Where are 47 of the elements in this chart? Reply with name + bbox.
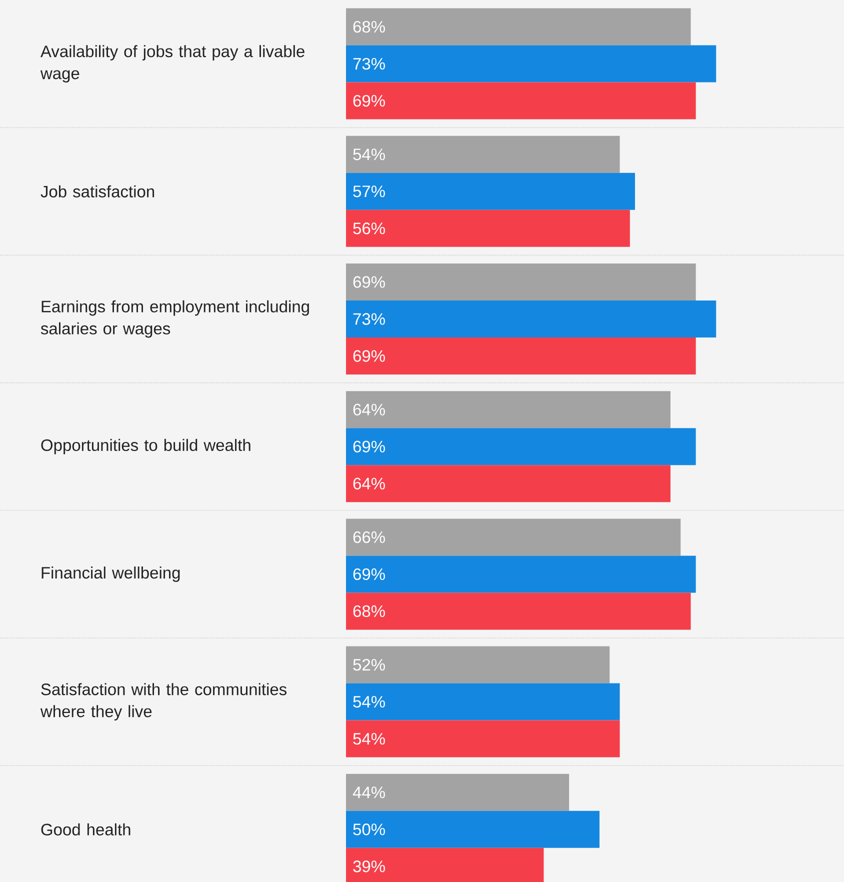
data-label: 54% <box>353 733 385 745</box>
data-label: 50% <box>353 824 385 836</box>
bar <box>346 556 696 593</box>
y-tick-label: Availability of jobs that pay a livable wage <box>40 45 304 82</box>
y-tick-label: Earnings from employment including salaries or wages <box>40 300 309 338</box>
bar <box>346 82 696 120</box>
data-label: 54% <box>353 148 385 160</box>
bar <box>346 136 620 173</box>
data-label: 44% <box>352 786 385 798</box>
data-label: 69% <box>353 350 385 362</box>
bar <box>346 774 570 811</box>
data-label: 66% <box>353 531 385 544</box>
data-label: 64% <box>353 404 385 416</box>
data-label: 69% <box>353 568 385 580</box>
bar <box>346 592 691 630</box>
data-label: 68% <box>353 20 385 33</box>
bar <box>346 300 716 338</box>
bar <box>346 391 670 428</box>
data-label: 69% <box>353 94 385 107</box>
bar <box>346 264 696 300</box>
data-label: 39% <box>353 860 385 872</box>
bar <box>346 172 635 210</box>
bar <box>346 683 620 720</box>
data-label: 57% <box>353 186 385 198</box>
data-label: 69% <box>353 440 385 452</box>
bar <box>346 428 696 466</box>
y-tick-label: Job satisfaction <box>40 185 154 198</box>
data-label: 68% <box>353 605 385 618</box>
data-label: 52% <box>353 658 385 671</box>
bar <box>346 210 630 247</box>
y-tick-label: Financial wellbeing <box>42 566 180 582</box>
bar <box>346 518 681 556</box>
data-label: 54% <box>353 696 385 708</box>
data-label: 73% <box>353 58 385 70</box>
data-label: 56% <box>353 222 385 234</box>
bar <box>346 45 716 82</box>
y-tick-label: Opportunities to build wealth <box>41 438 250 454</box>
data-label: 73% <box>353 313 385 325</box>
data-label: 69% <box>353 276 385 288</box>
y-tick-label: Good health <box>41 823 130 836</box>
data-label: 64% <box>353 478 385 490</box>
bar <box>346 646 610 684</box>
y-tick-label: Satisfaction with the communities where they live <box>40 683 287 720</box>
bar <box>346 8 691 46</box>
bar <box>346 720 620 758</box>
bar <box>346 338 696 375</box>
bar <box>346 465 670 502</box>
